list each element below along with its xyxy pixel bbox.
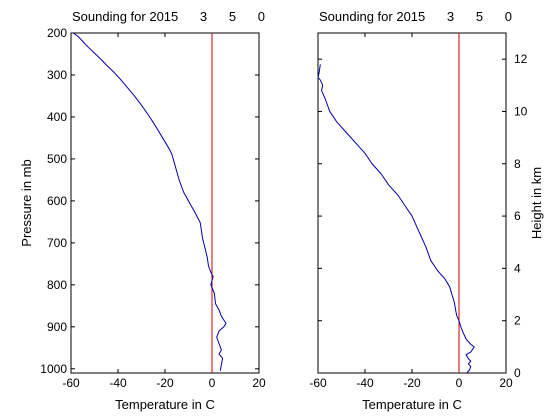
pressure-x-tick-label: -20 xyxy=(156,376,174,390)
height-y-tick-label: 4 xyxy=(514,261,521,275)
pressure-y-axis-label: Pressure in mb xyxy=(19,159,34,246)
pressure-y-tick-label: 200 xyxy=(47,26,67,40)
height-y-tick-label: 8 xyxy=(514,157,521,171)
pressure-x-tick-label: 20 xyxy=(252,376,266,390)
height-x-tick-label: -60 xyxy=(309,376,327,390)
pressure-y-tick-label: 800 xyxy=(47,278,67,292)
height-plot-frame xyxy=(317,32,507,374)
height-y-tick-label: 6 xyxy=(514,209,521,223)
height-y-tick-label: 0 xyxy=(514,366,521,380)
pressure-panel-title: Sounding for 2015 3 5 0 xyxy=(72,9,265,24)
pressure-plot-frame xyxy=(70,32,260,374)
pressure-temperature-profile-line xyxy=(73,32,227,371)
pressure-y-tick-label: 1000 xyxy=(40,362,67,376)
height-temperature-profile-line xyxy=(317,64,475,373)
pressure-x-tick-label: -60 xyxy=(62,376,80,390)
pressure-x-axis-label: Temperature in C xyxy=(115,397,215,412)
height-y-tick-label: 2 xyxy=(514,314,521,328)
height-y-axis-label: Height in km xyxy=(529,167,544,239)
height-y-tick-label: 12 xyxy=(514,52,528,66)
pressure-y-tick-label: 500 xyxy=(47,152,67,166)
height-y-tick-label: 10 xyxy=(514,104,528,118)
pressure-y-tick-label: 600 xyxy=(47,194,67,208)
height-panel-title: Sounding for 2015 3 5 0 xyxy=(319,9,512,24)
pressure-x-tick-label: -40 xyxy=(109,376,127,390)
pressure-y-tick-label: 900 xyxy=(47,320,67,334)
pressure-x-tick-label: 0 xyxy=(209,376,216,390)
height-panel: Sounding for 2015 3 5 0 Temperature in C… xyxy=(309,9,544,412)
height-x-axis-label: Temperature in C xyxy=(362,397,462,412)
pressure-panel: Sounding for 2015 3 5 0 Temperature in C… xyxy=(19,9,266,412)
pressure-y-tick-label: 300 xyxy=(47,68,67,82)
height-x-tick-label: -40 xyxy=(356,376,374,390)
height-x-tick-label: 20 xyxy=(499,376,513,390)
pressure-y-tick-label: 700 xyxy=(47,236,67,250)
pressure-y-tick-label: 400 xyxy=(47,110,67,124)
height-x-tick-label: 0 xyxy=(456,376,463,390)
pressure-axis-ticks: -60 -40 -20 0 20 200 300 400 500 600 700 800 900 1000 xyxy=(40,26,266,390)
height-x-tick-label: -20 xyxy=(403,376,421,390)
